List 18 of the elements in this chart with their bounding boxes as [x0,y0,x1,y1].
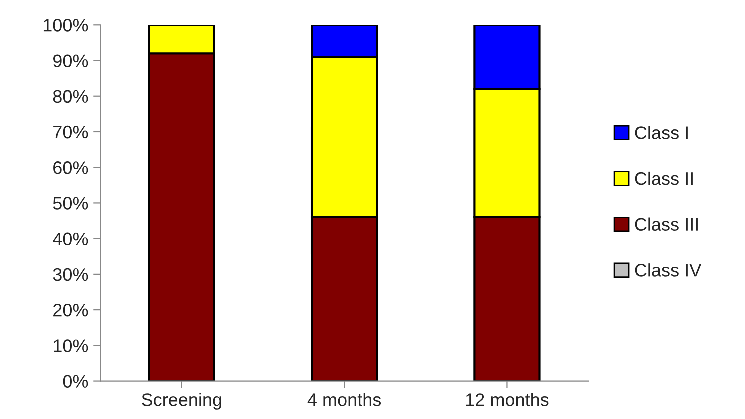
y-tick-label: 80% [53,90,88,104]
legend-label: Class IV [635,264,702,277]
legend-label: Class I [635,126,688,140]
y-tick-label: 50% [53,197,88,210]
y-tick-label: 20% [54,304,88,317]
y-tick-label: 10% [54,340,88,352]
y-tick-label: 60% [54,162,88,174]
x-tick-label: 12 months [466,393,549,406]
y-tick-label: 100% [44,19,88,32]
legend-label: Class III [635,218,698,232]
y-tick-label: 90% [53,54,88,68]
legend-label: Class II [635,172,693,186]
y-tick-label: 30% [53,268,88,282]
y-tick-label: 70% [54,126,88,139]
y-tick-label: 0% [63,375,88,388]
x-tick-label: Screening [142,393,222,410]
x-tick-label: 4 months [308,393,382,406]
y-tick-label: 40% [53,232,88,246]
